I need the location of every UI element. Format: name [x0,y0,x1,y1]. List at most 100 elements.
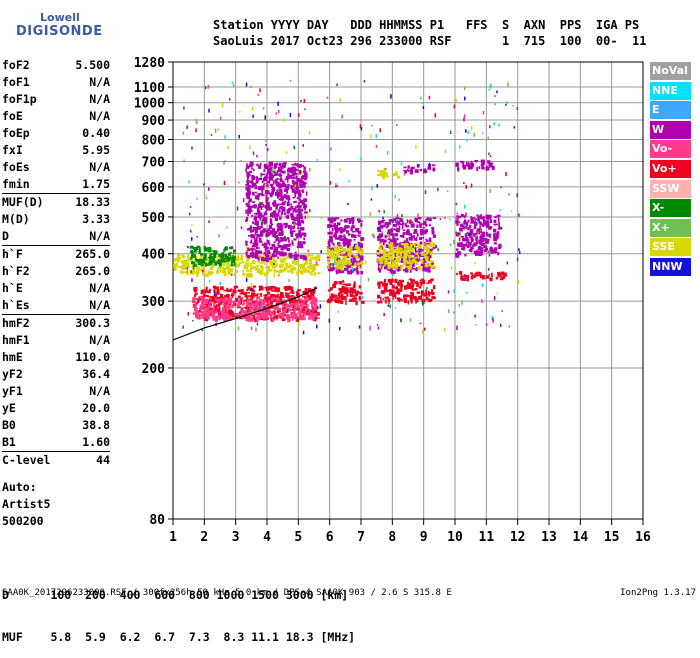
noise-point [420,96,422,100]
noise-point [449,130,452,134]
echo-point [276,296,279,299]
echo-point [276,224,279,228]
echo-point [256,251,260,254]
echo-point [470,247,472,251]
echo-point [473,225,477,230]
param-label: foE [2,109,23,123]
echo-point [346,265,349,268]
noise-point [481,283,484,288]
echo-point [264,309,266,314]
echo-point [332,251,335,256]
echo-point [231,304,235,308]
echo-point [292,171,295,173]
echo-point [341,263,345,267]
echo-point [383,266,387,270]
echo-point [310,266,314,270]
echo-point [258,314,262,318]
echo-point [263,317,266,321]
noise-point [367,277,370,282]
echo-point [327,231,331,235]
echo-point [403,294,405,299]
echo-point [408,236,413,241]
echo-point [264,242,268,246]
echo-point [395,221,398,224]
echo-point [277,288,280,293]
echo-point [201,264,205,268]
echo-point [378,263,380,267]
echo-point [246,181,249,186]
noise-point [414,247,417,252]
echo-point [213,304,215,308]
noise-point [463,182,465,185]
echo-point [251,167,254,170]
echo-point [289,243,292,246]
echo-point [216,315,219,318]
echo-point [428,217,432,222]
param-value: N/A [89,229,110,243]
echo-point [337,259,341,262]
echo-point [385,260,389,265]
echo-point [338,248,342,252]
echo-point [414,217,418,222]
echo-point [247,304,250,307]
echo-point [350,254,354,258]
echo-point [267,272,270,275]
echo-point [410,292,414,297]
echo-point [231,312,234,316]
echo-point [392,219,394,224]
echo-point [268,161,272,165]
echo-point [341,228,345,232]
echo-point [287,173,290,176]
echo-cluster [376,241,437,271]
noise-point [513,126,515,129]
echo-point [327,240,330,245]
x-tick-label: 2 [200,530,208,545]
noise-point [379,128,381,133]
echo-point [187,266,191,268]
echo-point [261,190,263,194]
echo-point [255,177,259,183]
echo-point [382,260,386,264]
echo-point [431,248,434,251]
echo-point [382,175,386,180]
param-row: foF1 N/A [2,74,110,91]
noise-point [256,154,258,158]
noise-point [293,145,295,149]
echo-point [394,291,399,295]
echo-point [293,186,298,189]
echo-point [270,166,273,171]
echo-point [358,253,362,258]
echo-point [259,217,262,221]
echo-point [300,208,304,212]
echo-point [406,252,410,255]
echo-point [327,224,330,228]
noise-point [377,226,379,231]
echo-point [483,245,488,248]
echo-point [258,296,260,299]
scaled-parameters-panel: foF2 5.500 foF1 N/A foF1p N/A foE N/A foEp 0.40 fx… [2,57,110,469]
y-tick-label: 1000 [134,97,165,112]
echo-point [262,231,266,234]
noise-point [458,145,461,149]
echo-point [497,251,500,256]
echo-point [269,286,273,291]
echo-point [349,299,353,302]
echo-point [274,294,278,298]
noise-point [315,261,318,266]
echo-point [302,241,305,245]
echo-point [460,241,463,245]
echo-point [392,239,396,244]
noise-point [182,131,184,135]
echo-point [336,217,340,220]
echo-point [412,279,415,282]
echo-point [399,247,402,250]
echo-point [252,289,256,292]
echo-point [206,290,211,294]
echo-point [248,164,253,168]
echo-point [214,299,218,303]
echo-point [263,169,266,173]
echo-point [411,258,416,263]
echo-point [302,232,306,236]
noise-point [326,96,329,99]
echo-point [277,308,281,311]
